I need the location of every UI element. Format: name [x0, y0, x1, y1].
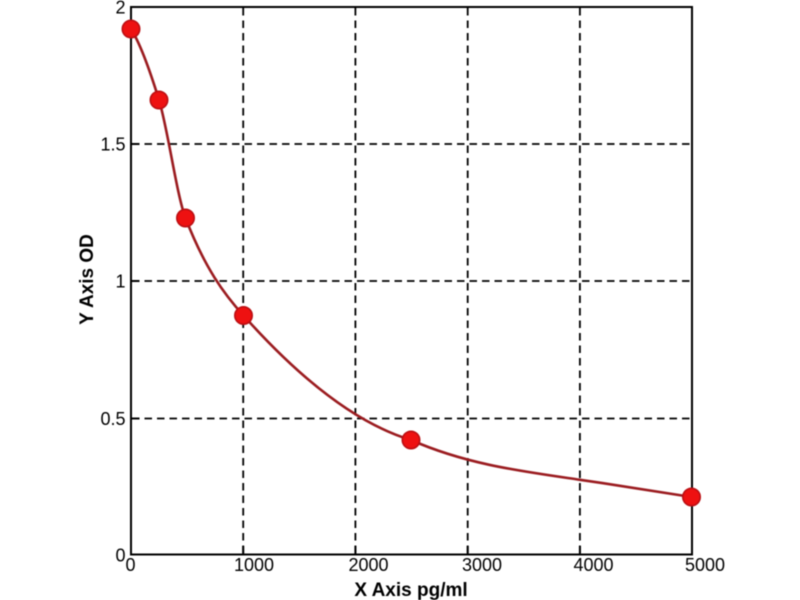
svg-text:4000: 4000	[573, 555, 613, 575]
svg-text:5000: 5000	[685, 555, 725, 575]
svg-text:0.5: 0.5	[100, 409, 125, 429]
svg-text:0: 0	[125, 555, 135, 575]
svg-text:1.5: 1.5	[100, 135, 125, 155]
svg-text:3000: 3000	[462, 555, 502, 575]
svg-text:2: 2	[115, 0, 125, 17]
svg-text:X Axis pg/ml: X Axis pg/ml	[354, 580, 467, 600]
svg-text:1: 1	[115, 272, 125, 292]
svg-text:Y Axis OD: Y Axis OD	[77, 234, 98, 325]
svg-text:1000: 1000	[234, 555, 274, 575]
svg-text:2000: 2000	[348, 555, 388, 575]
svg-text:0: 0	[115, 546, 125, 566]
